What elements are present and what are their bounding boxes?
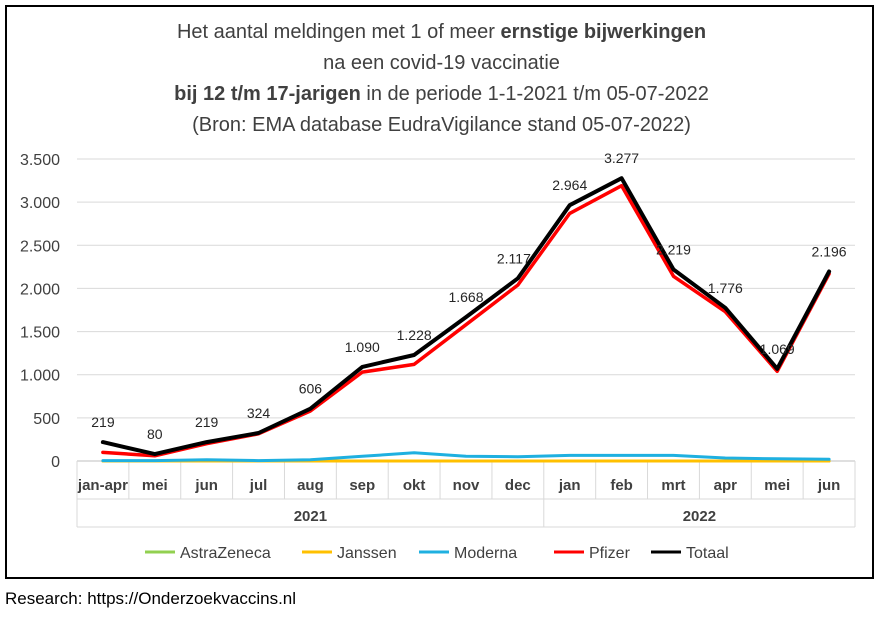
x-tick-label: dec bbox=[505, 477, 531, 494]
chart-frame bbox=[5, 5, 874, 579]
x-tick-label: jul bbox=[249, 477, 268, 494]
y-tick-label: 3.000 bbox=[20, 195, 60, 212]
x-tick-label: jun bbox=[817, 477, 841, 494]
chart-title-line-3: bij 12 t/m 17-jarigen in de periode 1-1-… bbox=[174, 83, 709, 105]
x-tick-label: okt bbox=[403, 477, 426, 494]
data-label: 324 bbox=[247, 405, 271, 421]
y-tick-label: 1.500 bbox=[20, 325, 60, 342]
legend-label-astrazeneca: AstraZeneca bbox=[180, 545, 271, 562]
x-tick-label: sep bbox=[349, 477, 375, 494]
x-tick-label: nov bbox=[453, 477, 480, 494]
data-label: 2.219 bbox=[656, 242, 691, 258]
series-line-totaal bbox=[100, 176, 832, 457]
x-tick-label: apr bbox=[714, 477, 738, 494]
series-line-moderna bbox=[101, 451, 831, 463]
data-label: 2.196 bbox=[812, 244, 847, 260]
legend-label-pfizer: Pfizer bbox=[589, 545, 631, 562]
x-group-label: 2022 bbox=[683, 508, 716, 525]
x-tick-label: aug bbox=[297, 477, 324, 494]
y-tick-label: 2.500 bbox=[20, 238, 60, 255]
chart-title-line-4: (Bron: EMA database EudraVigilance stand… bbox=[192, 114, 691, 136]
y-tick-label: 500 bbox=[33, 411, 60, 428]
x-tick-label: jun bbox=[194, 477, 218, 494]
x-tick-label: mei bbox=[764, 477, 790, 494]
y-tick-label: 2.000 bbox=[20, 281, 60, 298]
data-label: 219 bbox=[195, 414, 219, 430]
data-label: 219 bbox=[91, 414, 115, 430]
legend-label-janssen: Janssen bbox=[337, 545, 397, 562]
data-label: 80 bbox=[147, 426, 163, 442]
x-tick-label: jan bbox=[558, 477, 581, 494]
y-tick-label: 0 bbox=[51, 454, 60, 471]
x-tick-label: feb bbox=[610, 477, 633, 494]
data-label: 1.776 bbox=[708, 280, 743, 296]
data-label: 2.117 bbox=[497, 250, 531, 266]
x-tick-label: jan-apr bbox=[77, 477, 128, 494]
legend-label-totaal: Totaal bbox=[686, 545, 729, 562]
data-label: 1.228 bbox=[397, 327, 432, 343]
x-group-label: 2021 bbox=[294, 508, 327, 525]
y-tick-label: 1.000 bbox=[20, 368, 60, 385]
footer-source: Research: https://Onderzoekvaccins.nl bbox=[5, 589, 297, 608]
data-label: 1.090 bbox=[345, 339, 380, 355]
data-label: 1.069 bbox=[760, 341, 795, 357]
data-label: 2.964 bbox=[552, 177, 587, 193]
data-label: 3.277 bbox=[604, 150, 639, 166]
data-label: 1.668 bbox=[448, 289, 483, 305]
x-tick-label: mei bbox=[142, 477, 168, 494]
chart-title-line-1: Het aantal meldingen met 1 of meer ernst… bbox=[176, 21, 707, 43]
x-tick-label: mrt bbox=[661, 477, 685, 494]
chart-title-line-2: na een covid-19 vaccinatie bbox=[323, 52, 560, 74]
y-tick-label: 3.500 bbox=[20, 152, 60, 169]
legend-label-moderna: Moderna bbox=[454, 545, 517, 562]
data-label: 606 bbox=[299, 381, 323, 397]
